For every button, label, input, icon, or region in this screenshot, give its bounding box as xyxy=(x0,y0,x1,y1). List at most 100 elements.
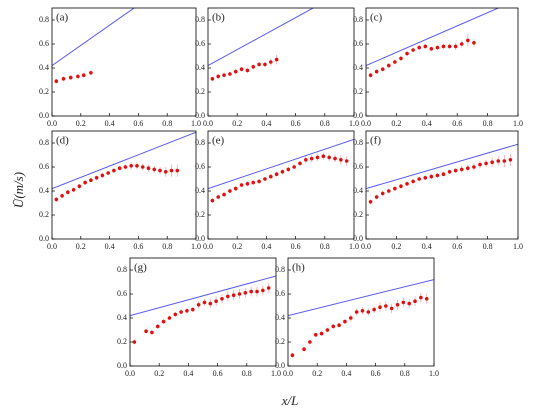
data-point xyxy=(106,171,110,175)
data-point xyxy=(380,67,385,71)
fit-line xyxy=(288,279,434,317)
y-tick-label: 0.8 xyxy=(353,138,363,147)
data-point xyxy=(222,192,226,197)
plot-area xyxy=(366,143,518,205)
data-point xyxy=(508,158,513,162)
fit-line xyxy=(130,275,276,317)
panel-title: (c) xyxy=(370,12,383,24)
data-point xyxy=(286,167,291,172)
y-tick-label: 0.4 xyxy=(117,313,127,322)
data-point xyxy=(496,159,501,163)
data-point xyxy=(239,183,244,187)
data-point xyxy=(112,168,116,173)
axes-frame xyxy=(365,7,519,117)
data-point xyxy=(135,164,139,168)
x-tick-label: 0.2 xyxy=(232,119,242,128)
data-point xyxy=(117,166,122,170)
data-point xyxy=(380,191,385,196)
data-point xyxy=(395,303,400,307)
data-point xyxy=(249,289,253,294)
x-tick-label: 0.6 xyxy=(371,369,381,378)
data-point xyxy=(231,293,236,298)
data-point xyxy=(216,74,221,79)
y-tick-label: 0.4 xyxy=(195,63,205,72)
data-point xyxy=(387,189,391,193)
data-point xyxy=(453,168,458,173)
data-point xyxy=(77,184,82,188)
y-tick-label: 0.2 xyxy=(353,210,363,219)
data-point xyxy=(447,170,452,174)
y-tick-label: 0.0 xyxy=(117,361,127,370)
y-tick-label: 0.6 xyxy=(39,162,49,171)
x-tick-label: 1.0 xyxy=(513,242,523,251)
data-point xyxy=(123,165,128,169)
data-point xyxy=(89,178,93,182)
data-point xyxy=(354,310,359,314)
x-tick-label: 0.6 xyxy=(133,119,143,128)
data-point xyxy=(100,173,105,178)
y-tick-label: 0.0 xyxy=(275,361,285,370)
data-point xyxy=(150,330,154,335)
fit-line xyxy=(52,8,135,67)
data-point xyxy=(68,75,73,80)
data-point xyxy=(368,73,373,77)
axes-frame xyxy=(207,7,355,117)
data-point xyxy=(393,60,397,64)
data-point xyxy=(374,195,379,199)
data-point xyxy=(429,47,434,51)
data-point xyxy=(304,158,308,162)
x-tick-label: 0.0 xyxy=(361,242,371,251)
x-tick-label: 0.6 xyxy=(452,242,462,251)
x-tick-label: 0.4 xyxy=(261,242,271,251)
y-tick-label: 0.0 xyxy=(353,111,363,120)
panel-title: (d) xyxy=(56,135,69,147)
data-point xyxy=(441,172,446,176)
y-tick-label: 0.4 xyxy=(39,186,49,195)
x-tick-label: 0.2 xyxy=(76,242,86,251)
data-point xyxy=(411,179,415,184)
data-point xyxy=(66,190,70,194)
data-point xyxy=(255,289,259,294)
data-point xyxy=(263,177,267,181)
data-point xyxy=(169,168,174,173)
data-point xyxy=(435,45,440,50)
data-point xyxy=(216,195,221,199)
data-point xyxy=(393,186,397,191)
plot-area xyxy=(208,8,314,82)
x-tick-label: 0.0 xyxy=(47,119,57,128)
data-point xyxy=(478,162,482,167)
data-point xyxy=(54,79,59,83)
fit-line xyxy=(208,138,354,190)
x-tick-label: 0.4 xyxy=(341,369,351,378)
data-point xyxy=(251,180,256,185)
x-tick-label: 0.8 xyxy=(483,242,493,251)
panel-title: (a) xyxy=(56,12,69,24)
y-tick-label: 0.2 xyxy=(195,87,205,96)
x-tick-label: 1.0 xyxy=(349,119,359,128)
y-tick-label: 0.8 xyxy=(275,265,285,274)
x-tick-label: 0.8 xyxy=(162,242,172,251)
data-point xyxy=(372,307,376,312)
axes-frame xyxy=(287,257,435,367)
x-tick-label: 0.6 xyxy=(291,242,301,251)
data-point xyxy=(140,165,145,169)
data-point xyxy=(366,310,371,314)
y-tick-label: 0.2 xyxy=(275,337,285,346)
data-point xyxy=(245,68,250,73)
x-tick-label: 0.4 xyxy=(422,242,432,251)
y-tick-label: 0.2 xyxy=(353,87,363,96)
x-tick-label: 0.2 xyxy=(312,369,322,378)
x-tick-label: 0.4 xyxy=(261,119,271,128)
data-point xyxy=(417,45,422,50)
y-tick-label: 0.6 xyxy=(195,162,205,171)
x-tick-label: 0.8 xyxy=(483,119,493,128)
data-point xyxy=(144,329,148,334)
y-tick-label: 0.0 xyxy=(39,111,49,120)
axes-frame xyxy=(129,257,277,367)
data-point xyxy=(132,340,137,344)
data-point xyxy=(268,60,273,64)
data-point xyxy=(466,166,470,170)
data-point xyxy=(325,328,330,332)
y-tick-label: 0.6 xyxy=(353,39,363,48)
data-point xyxy=(389,306,394,311)
